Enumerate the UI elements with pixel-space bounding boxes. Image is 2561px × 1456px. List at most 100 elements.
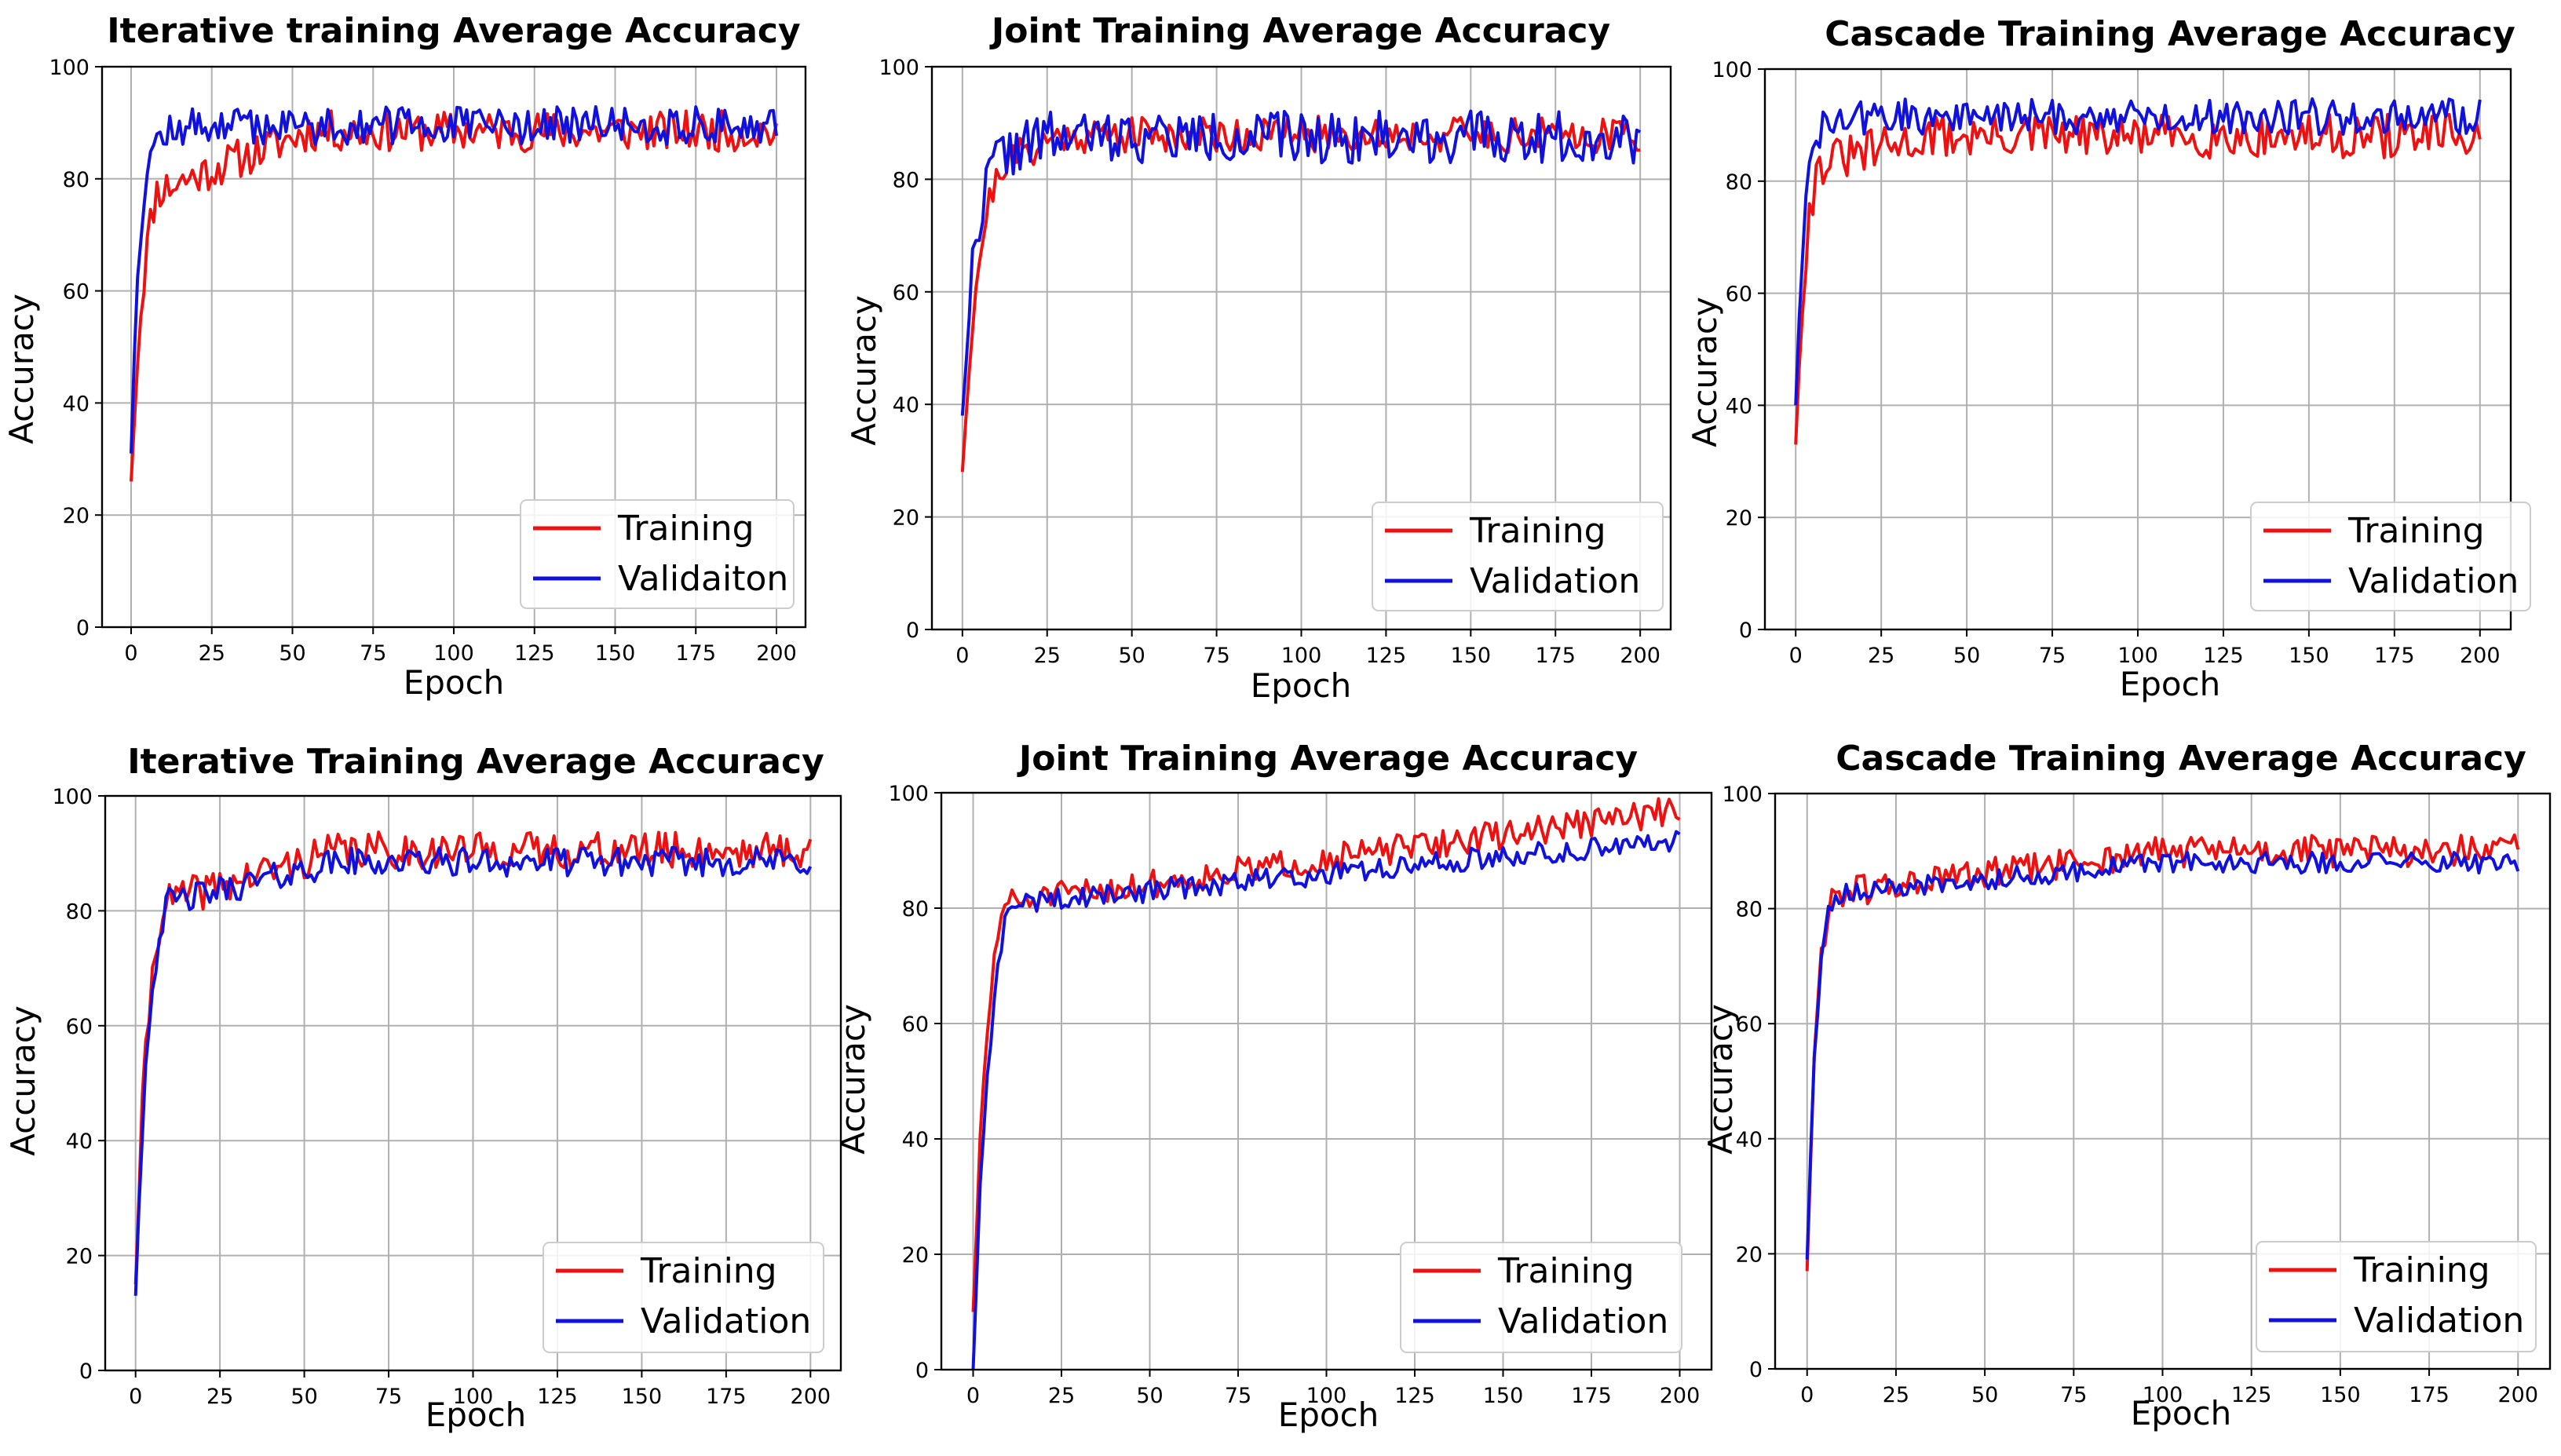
y-axis-label: Accuracy bbox=[4, 1005, 42, 1156]
series-group bbox=[1794, 97, 2482, 445]
x-tick-label: 125 bbox=[514, 641, 555, 666]
series-line-validation bbox=[133, 845, 813, 1296]
y-tick-label: 100 bbox=[888, 782, 929, 806]
x-tick-label: 100 bbox=[2143, 1383, 2183, 1407]
y-tick-label: 40 bbox=[66, 1129, 93, 1154]
y-tick-label: 100 bbox=[52, 785, 93, 809]
x-tick-label: 0 bbox=[955, 644, 969, 668]
y-tick-label: 60 bbox=[63, 280, 90, 305]
x-tick-label: 175 bbox=[1571, 1384, 1612, 1408]
x-tick-label: 175 bbox=[2374, 644, 2415, 668]
y-tick-label: 20 bbox=[1726, 506, 1752, 531]
y-tick-label: 20 bbox=[63, 504, 90, 528]
x-tick-label: 175 bbox=[2409, 1383, 2450, 1407]
legend-label: Validation bbox=[641, 1301, 811, 1341]
chart-title: Iterative training Average Accuracy bbox=[107, 11, 800, 51]
y-tick-label: 0 bbox=[915, 1359, 929, 1383]
x-tick-label: 200 bbox=[2497, 1383, 2538, 1407]
y-tick-label: 20 bbox=[1736, 1243, 1763, 1267]
chart-title: Cascade Training Average Accuracy bbox=[1825, 14, 2515, 54]
x-tick-label: 150 bbox=[2320, 1383, 2361, 1407]
legend: Training Validation bbox=[1372, 502, 1664, 611]
x-axis-label: Epoch bbox=[1278, 1396, 1379, 1434]
x-tick-label: 175 bbox=[706, 1385, 747, 1409]
series-line-validation bbox=[971, 830, 1681, 1370]
legend-label: Validaiton bbox=[618, 559, 788, 599]
chart-svg: Cascade Training Average Accuracy Epoch … bbox=[1686, 14, 2531, 703]
series-group bbox=[133, 830, 813, 1296]
x-tick-label: 200 bbox=[1620, 644, 1660, 668]
x-tick-label: 0 bbox=[966, 1384, 980, 1408]
y-tick-label: 0 bbox=[1739, 619, 1752, 643]
series-line-training bbox=[133, 830, 813, 1285]
chart-panel-joint-bottom: Joint Training Average Accuracy Epoch Ac… bbox=[834, 728, 1713, 1455]
y-tick-label: 40 bbox=[1726, 394, 1752, 418]
x-tick-label: 50 bbox=[1971, 1383, 1998, 1407]
x-tick-label: 200 bbox=[756, 641, 797, 666]
y-tick-label: 60 bbox=[1736, 1013, 1763, 1037]
x-tick-label: 0 bbox=[1789, 644, 1803, 668]
legend: Training Validation bbox=[1400, 1242, 1682, 1353]
legend: Training Validation bbox=[543, 1242, 824, 1353]
chart-title: Iterative Training Average Accuracy bbox=[127, 742, 824, 782]
y-tick-label: 80 bbox=[1726, 170, 1752, 195]
y-axis-label: Accuracy bbox=[1686, 297, 1724, 447]
y-tick-label: 60 bbox=[66, 1015, 93, 1039]
legend-label: Training bbox=[1497, 1251, 1635, 1291]
y-tick-label: 60 bbox=[893, 281, 919, 305]
legend: Training Validation bbox=[2256, 1241, 2537, 1352]
y-tick-label: 40 bbox=[902, 1128, 929, 1152]
ticks: 0 25 50 75 100 125 150 175 200 0 20 40 60 80 100 bbox=[1722, 783, 2538, 1407]
x-tick-label: 25 bbox=[1868, 644, 1894, 668]
x-tick-label: 50 bbox=[290, 1385, 317, 1409]
series-line-validaiton bbox=[130, 105, 778, 454]
x-tick-label: 125 bbox=[2203, 644, 2244, 668]
chart-title: Joint Training Average Accuracy bbox=[989, 11, 1610, 51]
x-tick-label: 150 bbox=[595, 641, 636, 666]
ticks: 0 25 50 75 100 125 150 175 200 0 20 40 60 80 100 bbox=[879, 56, 1660, 668]
x-tick-label: 175 bbox=[675, 641, 716, 666]
legend-label: Validation bbox=[1470, 561, 1640, 601]
y-tick-label: 20 bbox=[66, 1245, 93, 1269]
series-group bbox=[971, 797, 1681, 1370]
y-tick-label: 80 bbox=[63, 168, 90, 192]
x-tick-label: 125 bbox=[1394, 1384, 1435, 1408]
y-tick-label: 0 bbox=[79, 1359, 93, 1384]
y-tick-label: 100 bbox=[1722, 783, 1763, 807]
ticks: 0 25 50 75 100 125 150 175 200 0 20 40 60 80 100 bbox=[1712, 58, 2500, 668]
x-tick-label: 0 bbox=[1800, 1383, 1814, 1407]
x-tick-label: 75 bbox=[375, 1385, 402, 1409]
x-tick-label: 75 bbox=[2060, 1383, 2087, 1407]
x-tick-label: 150 bbox=[1483, 1384, 1524, 1408]
legend-label: Training bbox=[2353, 1250, 2490, 1290]
legend-label: Training bbox=[1469, 511, 1606, 551]
x-tick-label: 75 bbox=[1203, 644, 1229, 668]
y-tick-label: 40 bbox=[63, 392, 90, 416]
x-axis-label: Epoch bbox=[2120, 665, 2221, 703]
legend: Training Validation bbox=[2250, 502, 2531, 611]
y-axis-label: Accuracy bbox=[845, 295, 883, 446]
legend-label: Validation bbox=[2348, 561, 2519, 601]
legend-label: Validation bbox=[1498, 1301, 1668, 1341]
y-axis-label: Accuracy bbox=[834, 1004, 872, 1155]
legend-label: Training bbox=[617, 509, 754, 549]
x-axis-label: Epoch bbox=[426, 1396, 527, 1434]
x-tick-label: 50 bbox=[1953, 644, 1980, 668]
y-tick-label: 60 bbox=[1726, 283, 1752, 307]
y-tick-label: 0 bbox=[76, 616, 90, 640]
series-line-validation bbox=[1794, 97, 2482, 406]
y-tick-label: 80 bbox=[66, 900, 93, 924]
x-tick-label: 0 bbox=[129, 1385, 142, 1409]
chart-svg: Cascade Training Average Accuracy Epoch … bbox=[1701, 739, 2552, 1432]
x-tick-label: 25 bbox=[1883, 1383, 1909, 1407]
legend-label: Training bbox=[2347, 511, 2485, 551]
grid bbox=[102, 66, 806, 628]
chart-panel-cascade-top: Cascade Training Average Accuracy Epoch … bbox=[1686, 0, 2560, 728]
x-tick-label: 50 bbox=[279, 641, 305, 666]
y-tick-label: 40 bbox=[893, 393, 919, 418]
x-tick-label: 75 bbox=[2039, 644, 2066, 668]
x-tick-label: 125 bbox=[1366, 644, 1407, 668]
x-tick-label: 100 bbox=[433, 641, 474, 666]
x-tick-label: 200 bbox=[1660, 1384, 1701, 1408]
